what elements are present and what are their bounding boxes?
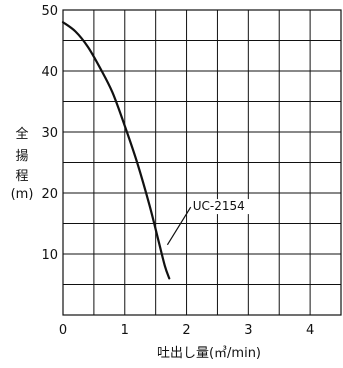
y-axis-label-char: (m) [11,187,34,202]
chart-grid [63,10,341,315]
annotation-leader-line [166,206,192,246]
performance-curve-uc-2154 [61,21,171,280]
y-tick-label: 10 [41,248,58,263]
x-tick-label: 2 [182,323,190,338]
annotation-background [189,199,254,215]
y-axis-label: 全揚程 (m) [11,126,34,202]
y-tick-label: 30 [41,126,58,141]
series-label-uc-2154: UC-2154 [193,199,245,213]
x-tick-label: 0 [59,323,67,338]
annotations-group: UC-2154 [166,199,254,246]
y-tick-label: 50 [41,4,58,19]
x-tick-labels: 0 1 2 3 4 [59,323,314,338]
y-axis-label-char: 程 [15,169,28,184]
plot-border [62,9,342,316]
x-tick-label: 3 [244,323,252,338]
x-axis-label: 吐出し量(㎥/min) [157,346,261,361]
series-group [61,21,171,280]
plot-frame [62,9,342,316]
y-axis-label-char: 全 [15,126,28,142]
y-tick-label: 20 [41,187,58,202]
y-tick-label: 40 [41,65,58,80]
x-tick-label: 1 [121,323,129,338]
y-tick-labels: 10 20 30 40 50 [41,4,58,263]
x-tick-label: 4 [306,323,314,338]
y-axis-label-char: 揚 [15,148,28,164]
